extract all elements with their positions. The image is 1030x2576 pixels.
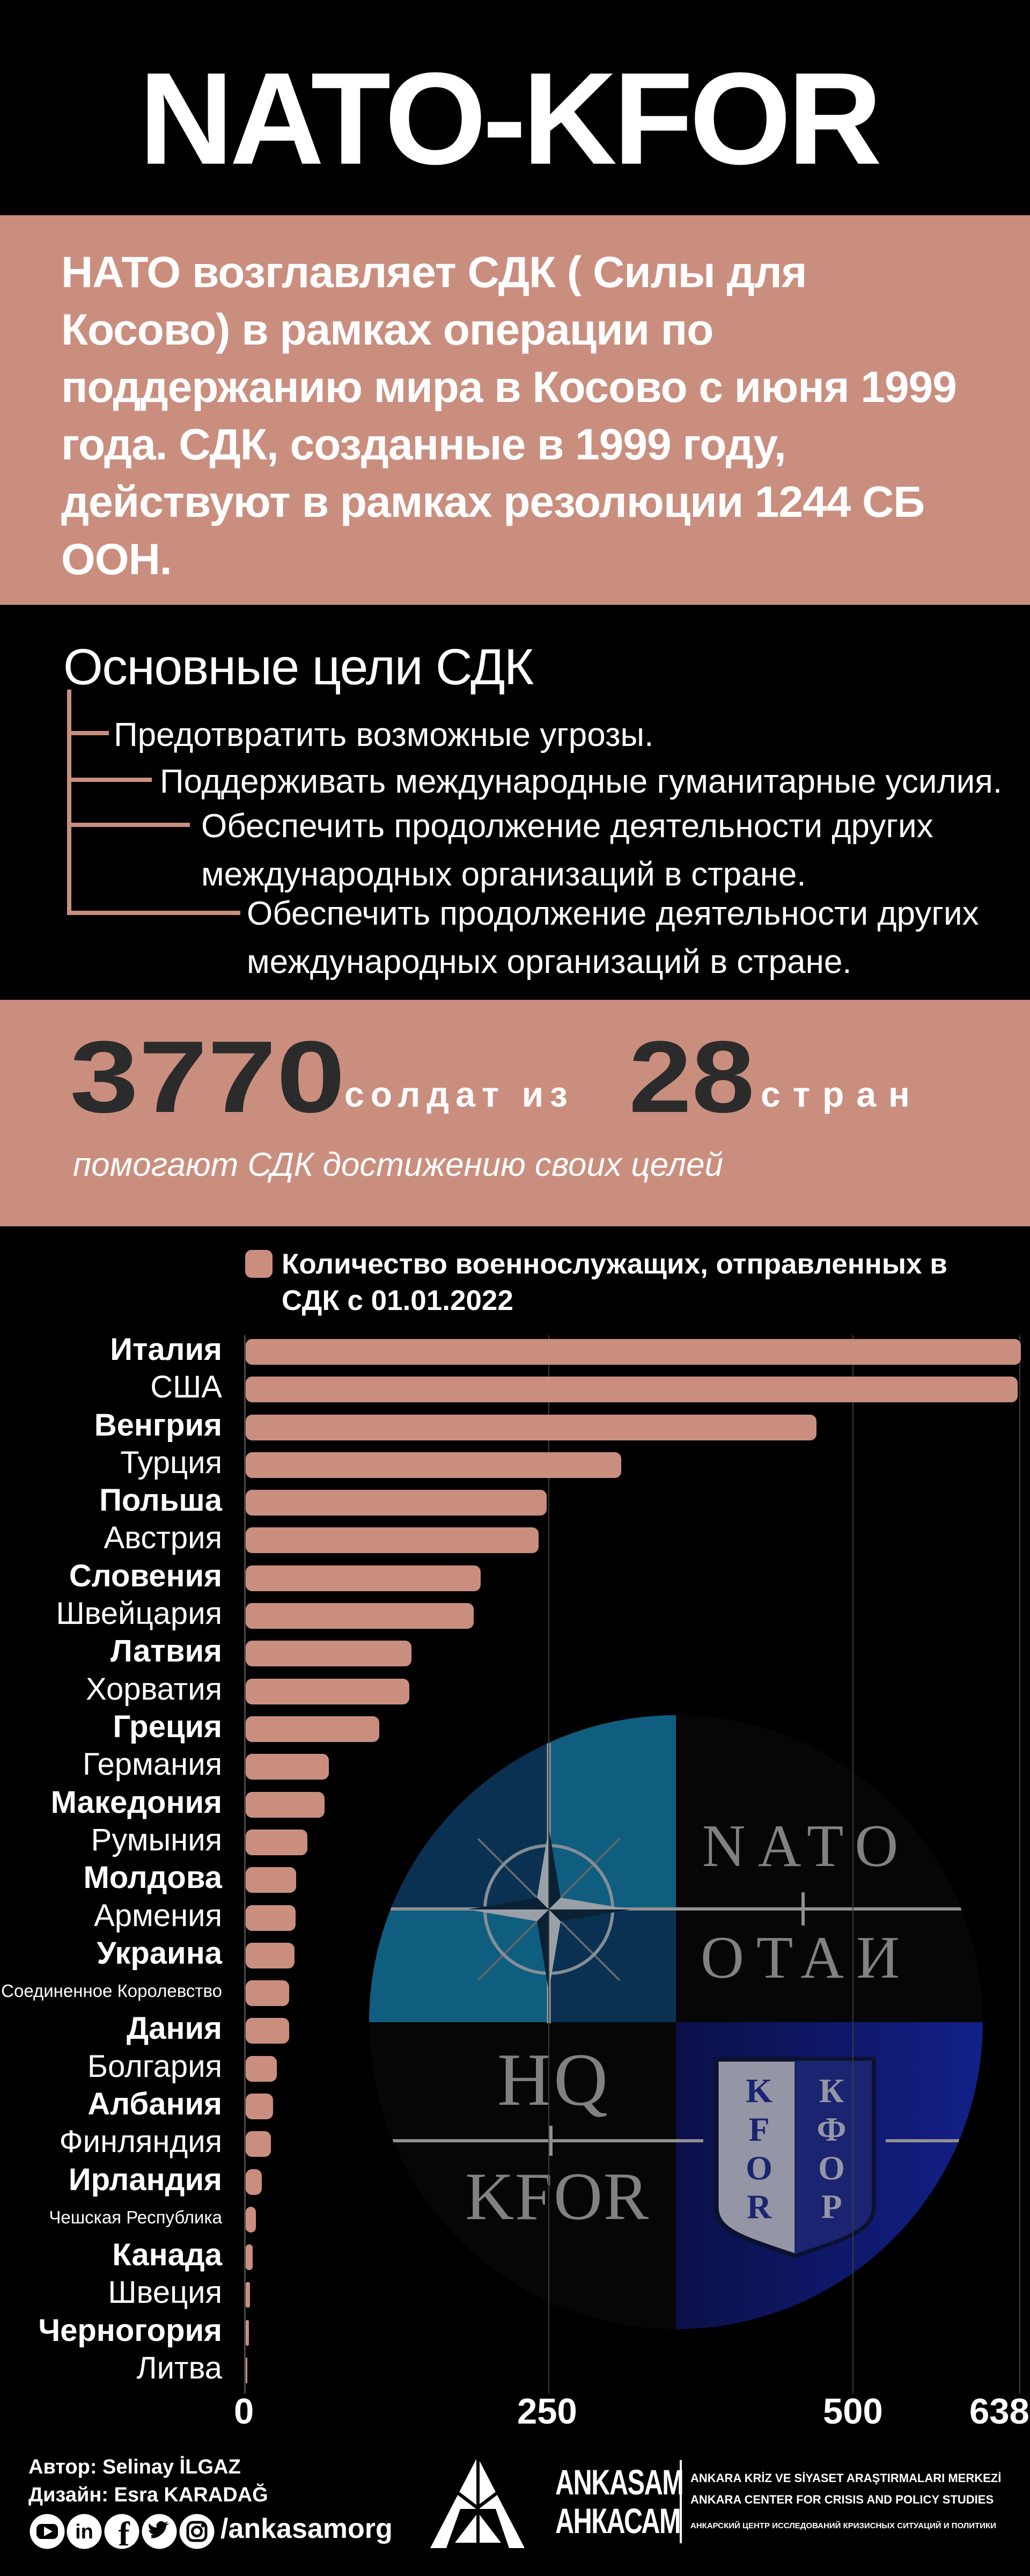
svg-text:KFOR: KFOR	[465, 2160, 650, 2234]
svg-text:in: in	[75, 2521, 93, 2543]
svg-text:NATO: NATO	[702, 1813, 911, 1879]
svg-text:Р: Р	[821, 2187, 842, 2226]
svg-text:О: О	[818, 2149, 845, 2187]
svg-text:K: K	[746, 2072, 772, 2110]
svg-text:Ф: Ф	[817, 2110, 847, 2148]
svg-text:O: O	[746, 2149, 772, 2187]
svg-text:OTAИ: OTAИ	[701, 1924, 912, 1991]
svg-text:HQ: HQ	[497, 2038, 610, 2121]
svg-text:R: R	[747, 2187, 772, 2226]
svg-text:К: К	[819, 2072, 844, 2110]
svg-text:F: F	[748, 2110, 769, 2148]
svg-text:f: f	[118, 2515, 130, 2553]
